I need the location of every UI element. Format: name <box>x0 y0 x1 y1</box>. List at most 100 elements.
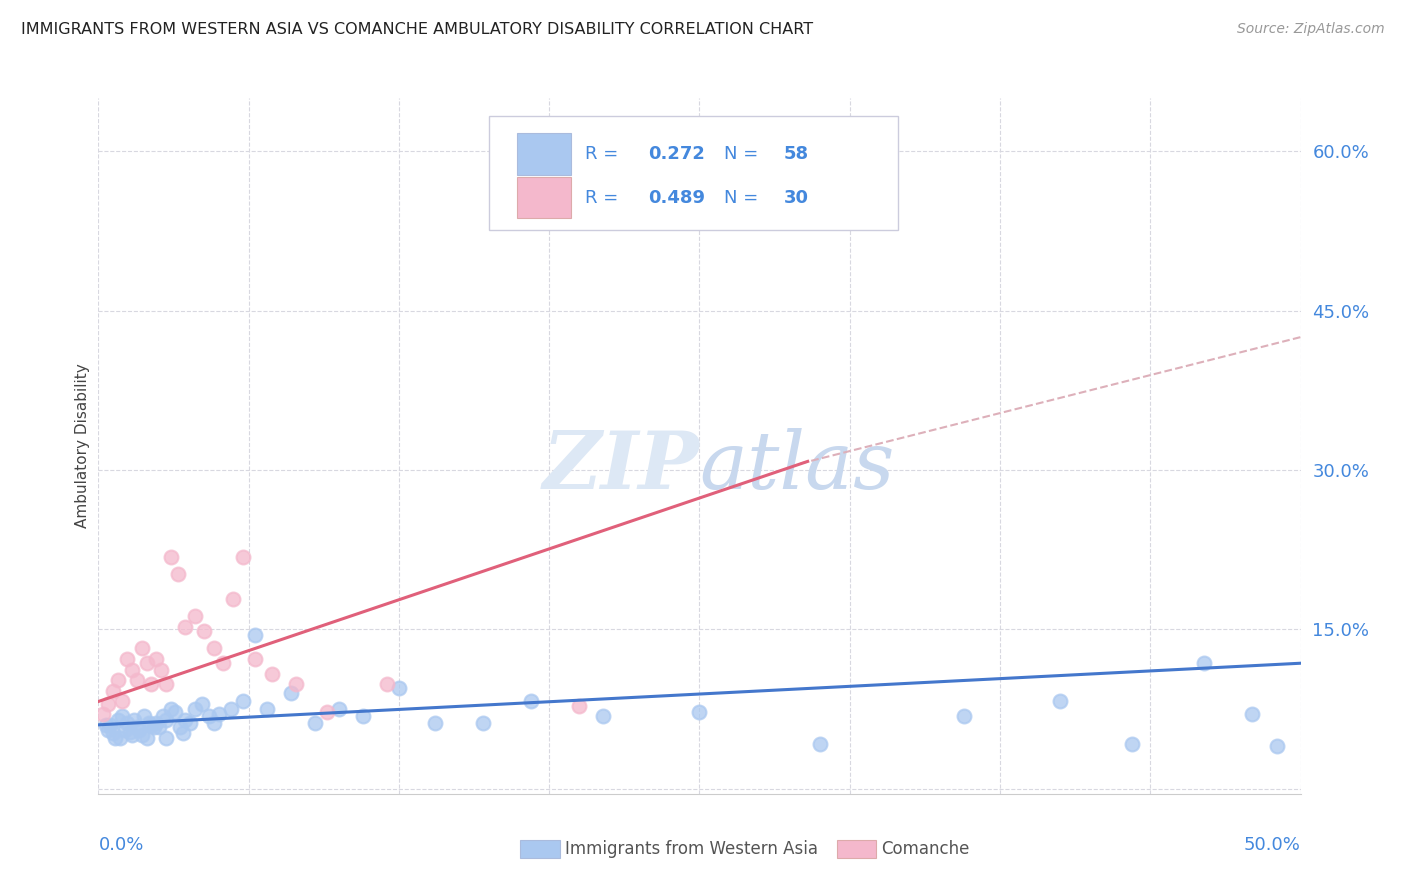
Text: 50.0%: 50.0% <box>1244 836 1301 854</box>
Point <box>104 731 127 745</box>
Point <box>808 737 831 751</box>
Point <box>689 705 711 719</box>
Point <box>169 720 191 734</box>
Point <box>1265 739 1288 753</box>
Point <box>232 549 254 564</box>
Point <box>1241 707 1264 722</box>
Point <box>131 729 153 743</box>
Point <box>94 718 117 732</box>
Point <box>107 673 129 688</box>
Point <box>152 709 174 723</box>
Text: Comanche: Comanche <box>882 840 970 858</box>
Bar <box>517 177 571 219</box>
Point <box>135 731 157 745</box>
Point <box>165 705 187 719</box>
Point <box>174 620 197 634</box>
Point <box>1049 694 1071 708</box>
Text: N =: N = <box>724 145 763 162</box>
Text: IMMIGRANTS FROM WESTERN ASIA VS COMANCHE AMBULATORY DISABILITY CORRELATION CHART: IMMIGRANTS FROM WESTERN ASIA VS COMANCHE… <box>21 22 813 37</box>
Point <box>97 697 120 711</box>
Text: Source: ZipAtlas.com: Source: ZipAtlas.com <box>1237 22 1385 37</box>
Point <box>1194 657 1216 671</box>
Text: 0.272: 0.272 <box>648 145 704 162</box>
Point <box>149 663 172 677</box>
Point <box>166 566 188 581</box>
Point <box>222 592 245 607</box>
Point <box>304 715 326 730</box>
Point <box>121 729 143 743</box>
Point <box>117 652 139 666</box>
Text: R =: R = <box>585 145 624 162</box>
Text: R =: R = <box>585 188 624 207</box>
Point <box>243 652 266 666</box>
Text: 30: 30 <box>783 188 808 207</box>
Text: atlas: atlas <box>700 428 894 506</box>
Point <box>117 715 139 730</box>
Point <box>121 663 143 677</box>
Point <box>100 718 122 732</box>
Point <box>953 709 976 723</box>
Point <box>159 702 181 716</box>
Point <box>375 677 398 691</box>
Point <box>111 709 134 723</box>
Point <box>179 715 201 730</box>
Point <box>155 731 177 745</box>
Point <box>132 709 155 723</box>
Point <box>108 731 131 745</box>
Point <box>243 627 266 641</box>
Point <box>128 723 150 738</box>
Point <box>145 652 167 666</box>
Point <box>91 707 114 722</box>
Point <box>138 715 160 730</box>
Point <box>202 715 225 730</box>
Point <box>159 549 181 564</box>
Point <box>208 707 231 722</box>
Point <box>423 715 446 730</box>
Point <box>191 697 214 711</box>
Point <box>568 698 591 713</box>
Point <box>141 718 163 732</box>
Point <box>101 683 124 698</box>
Point <box>352 709 374 723</box>
Point <box>198 709 221 723</box>
Text: 0.489: 0.489 <box>648 188 704 207</box>
Point <box>155 713 177 727</box>
Point <box>761 170 783 185</box>
Point <box>232 694 254 708</box>
Point <box>131 641 153 656</box>
Point <box>97 723 120 738</box>
Point <box>101 726 124 740</box>
Point <box>592 709 614 723</box>
Text: 58: 58 <box>783 145 808 162</box>
Point <box>114 723 136 738</box>
Text: N =: N = <box>724 188 763 207</box>
Point <box>172 726 194 740</box>
Point <box>328 702 350 716</box>
Point <box>193 624 215 639</box>
Point <box>145 715 167 730</box>
Point <box>202 641 225 656</box>
Point <box>260 666 283 681</box>
Point <box>155 677 177 691</box>
Point <box>219 702 242 716</box>
Point <box>472 715 495 730</box>
Point <box>124 713 146 727</box>
Point <box>118 725 141 739</box>
Point <box>183 609 205 624</box>
Point <box>284 677 307 691</box>
Text: ZIP: ZIP <box>543 428 700 506</box>
Point <box>107 713 129 727</box>
Point <box>148 720 170 734</box>
Point <box>1121 737 1143 751</box>
Bar <box>517 133 571 175</box>
Point <box>183 702 205 716</box>
Point <box>141 677 163 691</box>
Point <box>111 694 134 708</box>
Text: Immigrants from Western Asia: Immigrants from Western Asia <box>565 840 818 858</box>
Point <box>142 720 165 734</box>
Point <box>212 657 235 671</box>
Point <box>388 681 411 695</box>
Point <box>520 694 543 708</box>
Point <box>174 713 197 727</box>
Point <box>256 702 278 716</box>
